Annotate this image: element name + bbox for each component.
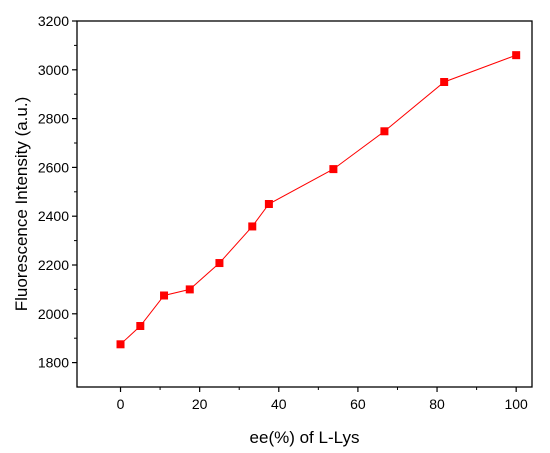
tick-labels: 0 20 40 60 80 100 1800 2000 2200 2400 2600 2800 3000… bbox=[38, 13, 528, 412]
y-tick-label: 1800 bbox=[38, 355, 69, 371]
axis-ticks bbox=[72, 20, 517, 392]
y-tick-label: 3000 bbox=[38, 62, 69, 78]
data-point bbox=[116, 340, 125, 349]
x-axis-label: ee(%) of L-Lys bbox=[250, 428, 360, 447]
data-point bbox=[380, 127, 389, 136]
series-line bbox=[120, 54, 517, 345]
data-point bbox=[440, 78, 449, 86]
x-tick-label: 20 bbox=[192, 396, 208, 412]
data-point bbox=[329, 165, 338, 174]
x-tick-label: 40 bbox=[271, 396, 287, 412]
y-tick-label: 2200 bbox=[38, 257, 69, 273]
data-point bbox=[264, 200, 273, 208]
x-tick-label: 100 bbox=[504, 396, 528, 412]
y-tick-label: 3200 bbox=[38, 13, 69, 29]
data-markers bbox=[116, 51, 521, 349]
x-tick-label: 0 bbox=[117, 396, 125, 412]
y-tick-label: 2600 bbox=[38, 159, 69, 175]
x-tick-label: 60 bbox=[350, 396, 366, 412]
y-tick-label: 2000 bbox=[38, 306, 69, 322]
data-point bbox=[215, 259, 224, 268]
x-tick-label: 80 bbox=[429, 396, 445, 412]
plot-frame bbox=[76, 20, 533, 388]
data-point bbox=[512, 51, 521, 60]
data-point bbox=[136, 322, 145, 330]
y-tick-label: 2400 bbox=[38, 208, 69, 224]
data-point bbox=[248, 222, 257, 231]
data-point bbox=[160, 291, 169, 300]
data-point bbox=[185, 285, 194, 294]
y-tick-label: 2800 bbox=[38, 111, 69, 127]
y-axis-label: Fluorescence Intensity (a.u.) bbox=[12, 97, 31, 311]
